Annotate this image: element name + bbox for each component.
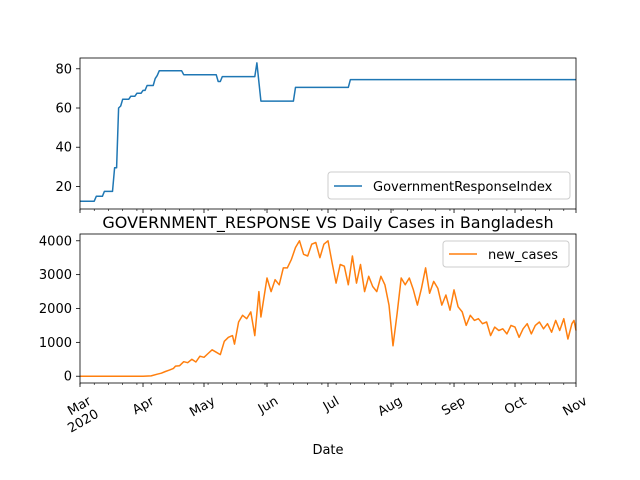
top-y-tick-label: 40 bbox=[55, 141, 72, 156]
x-tick-label: Jul bbox=[320, 394, 342, 415]
bottom-y-axis-ticks: 0 1000 2000 3000 4000 bbox=[39, 234, 80, 385]
top-chart: 20 40 60 80 GovernmentResponseIndex bbox=[55, 57, 577, 213]
top-y-tick-label: 60 bbox=[55, 102, 72, 117]
new-cases-line bbox=[80, 240, 577, 377]
x-tick-label-line: Jul bbox=[320, 394, 342, 415]
bottom-y-tick-label: 3000 bbox=[39, 268, 72, 283]
bottom-plot-frame bbox=[79, 233, 577, 384]
bottom-legend: new_cases bbox=[442, 240, 570, 268]
bottom-y-tick-label: 1000 bbox=[39, 336, 72, 351]
bottom-chart-title: GOVERNMENT_RESPONSE VS Daily Cases in Ba… bbox=[102, 213, 553, 233]
top-plot-frame bbox=[79, 57, 577, 210]
top-y-axis-ticks: 20 40 60 80 bbox=[55, 62, 80, 195]
x-axis-label: Date bbox=[312, 443, 343, 458]
bottom-y-tick-label: 2000 bbox=[39, 302, 72, 317]
bottom-legend-label: new_cases bbox=[488, 248, 558, 263]
top-legend-label: GovernmentResponseIndex bbox=[373, 180, 553, 195]
top-y-tick-label: 80 bbox=[55, 62, 72, 77]
top-legend-box bbox=[327, 171, 571, 200]
bottom-y-tick-label: 4000 bbox=[39, 234, 72, 249]
top-y-tick-label: 20 bbox=[55, 180, 72, 195]
bottom-legend-box bbox=[442, 240, 570, 268]
top-legend: GovernmentResponseIndex bbox=[327, 171, 571, 200]
government-response-index-line bbox=[80, 62, 576, 202]
bottom-y-tick-label: 0 bbox=[64, 370, 72, 385]
